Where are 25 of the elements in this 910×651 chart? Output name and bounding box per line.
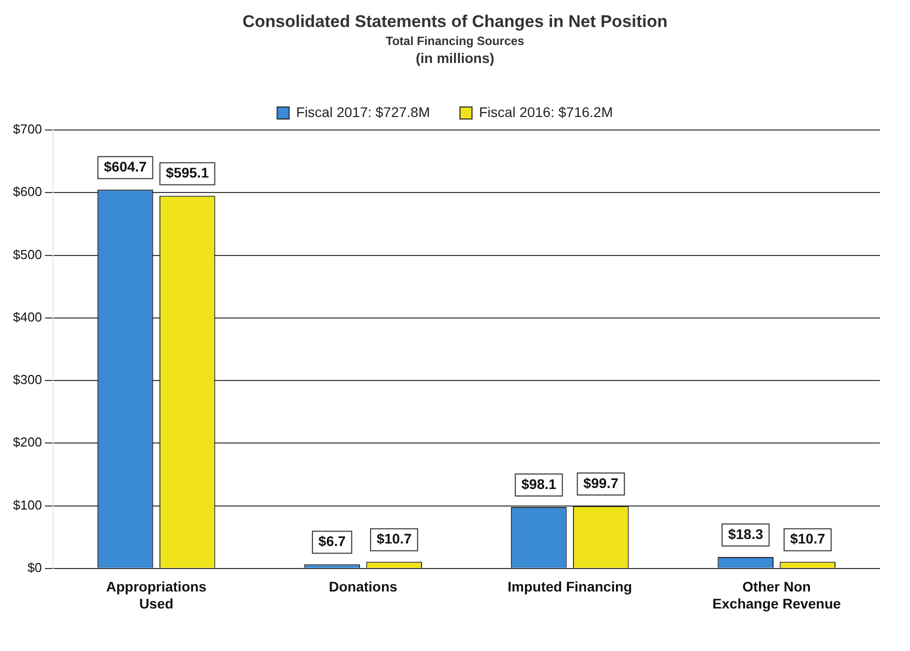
chart-title: Consolidated Statements of Changes in Net Position: [241, 12, 669, 32]
y-tick-label: $700: [13, 122, 42, 137]
y-tick-label: $0: [27, 560, 42, 575]
data-label: $595.1: [166, 164, 209, 181]
y-tick-label: $100: [13, 497, 42, 512]
x-tick-label: Appropriations Used: [106, 578, 207, 612]
y-tick-label: $200: [13, 434, 42, 450]
data-label: $10.7: [376, 530, 412, 547]
y-tick-label: $500: [13, 246, 42, 262]
text: (in millions): [414, 50, 496, 66]
data-label: $10.7: [790, 530, 826, 547]
legend-label: Fiscal 2016: $716.2M: [479, 104, 613, 120]
data-label: $604.7: [104, 158, 147, 175]
x-tick-label: Imputed Financing: [508, 578, 632, 595]
data-label: $18.3: [728, 526, 764, 542]
y-tick-label: $600: [13, 184, 42, 200]
data-label: $99.7: [583, 474, 619, 491]
x-tick-label: Donations: [328, 578, 398, 595]
x-tick-label: Other Non Exchange Revenue: [712, 578, 842, 612]
y-tick-label: $400: [13, 309, 42, 324]
y-tick-label: $300: [13, 372, 42, 388]
legend-label: Fiscal 2017: $727.8M: [296, 104, 430, 120]
data-label: $98.1: [521, 476, 557, 492]
data-label: $6.7: [318, 533, 346, 550]
chart-subtitle: Total Financing Sources: [384, 34, 526, 48]
